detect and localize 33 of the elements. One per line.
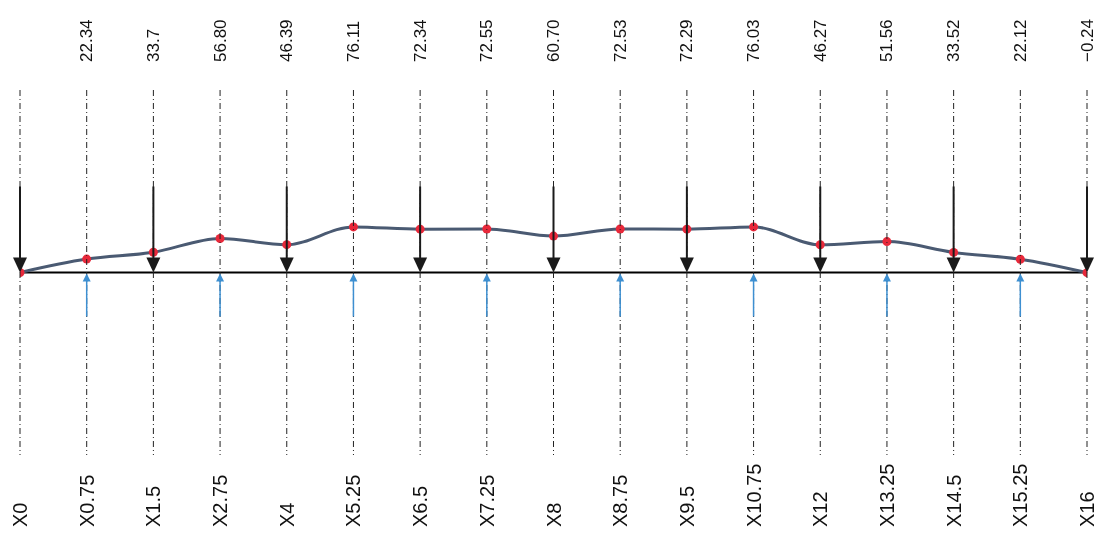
x-tick-label: X14.5	[942, 474, 965, 527]
data-label: 22.34	[77, 19, 97, 62]
x-tick-label: X1.5	[142, 485, 165, 527]
data-label: 76.03	[744, 19, 764, 62]
x-tick-label: X15.25	[1009, 463, 1032, 527]
data-label: 46.39	[277, 19, 297, 62]
data-label: 72.34	[410, 19, 430, 62]
data-label: 72.53	[610, 19, 630, 62]
x-tick-label: X7.25	[475, 474, 498, 527]
data-label: 72.55	[477, 19, 497, 62]
x-tick-label: X9.5	[675, 485, 698, 527]
x-tick-label: X6.5	[409, 485, 432, 527]
x-tick-label: X5.25	[342, 474, 365, 527]
x-tick-label: X0	[9, 502, 31, 527]
x-tick-label: X12	[809, 491, 832, 527]
data-label: 46.27	[810, 19, 830, 62]
x-tick-label: X8	[542, 502, 565, 527]
data-label: 56.80	[210, 19, 230, 62]
data-label: 72.29	[677, 19, 697, 62]
x-tick-label: X8.75	[609, 474, 632, 527]
data-label: 76.11	[343, 20, 363, 62]
data-label: 33.7	[143, 28, 163, 62]
x-tick-label: X10.75	[742, 463, 765, 527]
x-tick-label: X13.25	[875, 463, 898, 527]
x-tick-label: X2.75	[209, 474, 232, 527]
data-label: 22.12	[1010, 19, 1030, 62]
x-tick-label: X4	[275, 502, 298, 527]
x-tick-label: X16	[1076, 491, 1098, 527]
data-label: 51.56	[877, 19, 897, 62]
x-tick-label: X0.75	[75, 474, 98, 527]
data-label: 33.52	[944, 19, 964, 62]
data-label: −0.24	[1077, 18, 1097, 62]
data-label: 60.70	[544, 19, 563, 62]
